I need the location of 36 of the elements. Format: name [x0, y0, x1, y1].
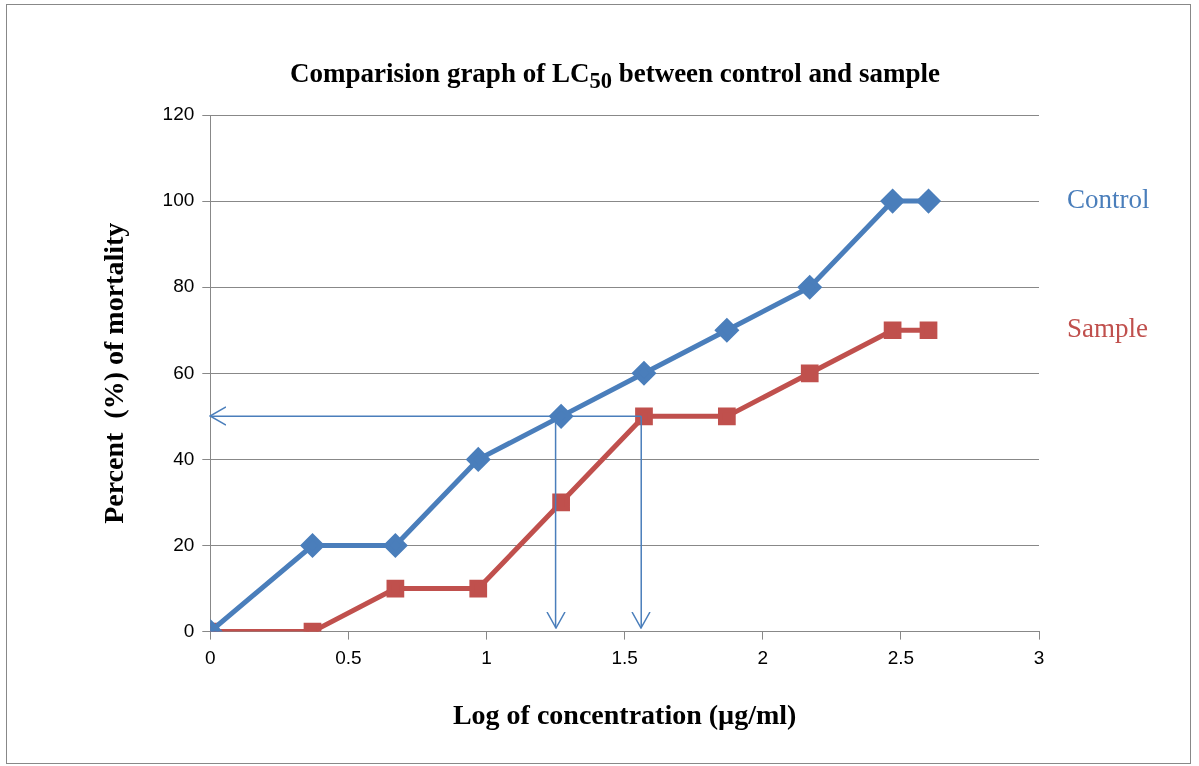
chart-title: Comparision graph of LC$_{50}$ between control and sample: [289, 58, 941, 95]
point: [881, 189, 905, 213]
x-tick-label: 2: [757, 647, 769, 669]
point: [717, 407, 736, 426]
point: [301, 534, 325, 557]
y-tick-label: 40: [173, 447, 195, 469]
point: [466, 447, 490, 471]
x-tick-label: 0.5: [335, 647, 362, 669]
point: [800, 364, 819, 383]
point: [715, 318, 739, 342]
point: [798, 275, 822, 299]
y-tick-label: 120: [162, 103, 195, 125]
text: Sample: [1067, 313, 1148, 344]
y-tick-label: 100: [162, 189, 195, 211]
x-tick-label: 1.5: [611, 647, 638, 669]
x-axis-title: Log of concentration (µg/ml): [452, 699, 797, 731]
point: [386, 579, 405, 598]
text: Control: [1067, 184, 1150, 215]
point: [632, 361, 656, 385]
point: [919, 321, 938, 340]
point: [917, 189, 941, 213]
point: [469, 579, 488, 598]
x-tick-label: 1: [481, 647, 492, 669]
point: [552, 493, 570, 512]
point: [883, 321, 902, 340]
y-tick-label: 20: [173, 533, 195, 555]
point: [383, 534, 407, 557]
point: [635, 407, 653, 426]
y-axis-title: Percent (%) of mortality: [98, 222, 130, 524]
x-tick-label: 2.5: [887, 647, 915, 669]
y-tick-label: 80: [173, 275, 195, 297]
point: [549, 404, 573, 428]
y-tick-label: 60: [173, 361, 195, 383]
x-tick-label: 3: [1033, 647, 1045, 669]
x-tick-label: 0: [205, 647, 216, 669]
y-tick-label: 0: [183, 619, 195, 641]
